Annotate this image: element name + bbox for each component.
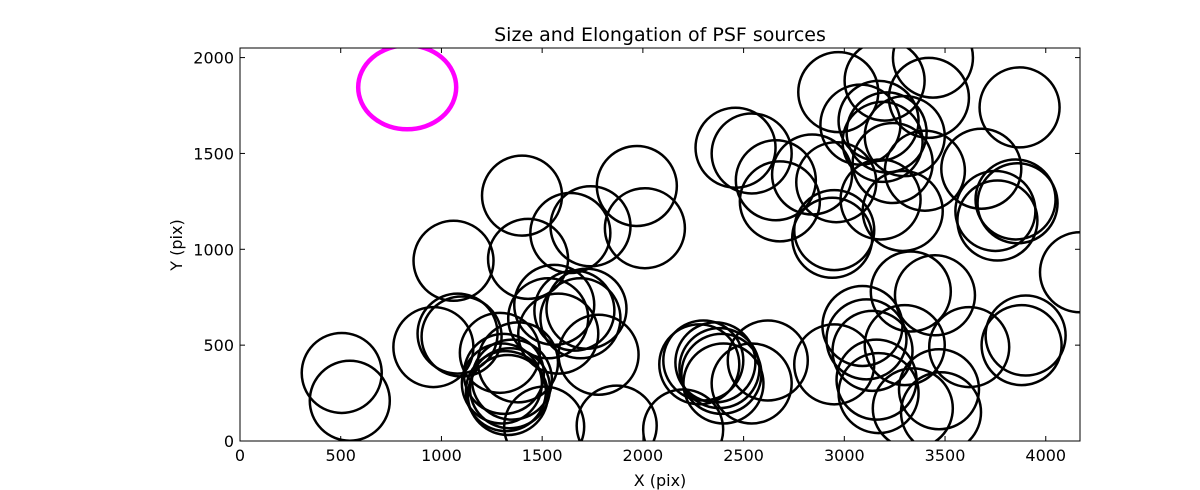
psf-source-ellipse [956, 179, 1039, 262]
y-tick-label: 0 [224, 432, 234, 451]
reference-psf-circle [355, 48, 459, 132]
psf-source-ellipse [887, 56, 971, 140]
psf-source-ellipse [974, 158, 1057, 241]
psf-source-ellipse [976, 162, 1059, 245]
plot-frame [239, 47, 1081, 442]
psf-source-ellipse [658, 323, 741, 406]
psf-source-ellipse [517, 292, 600, 375]
psf-source-ellipse [480, 154, 564, 237]
psf-source-ellipse [851, 121, 934, 205]
psf-source-ellipse [984, 294, 1067, 377]
psf-source-ellipse [863, 303, 946, 387]
psf-source-ellipse [603, 186, 687, 270]
psf-source-ellipse [978, 66, 1061, 149]
psf-source-ellipse [825, 298, 908, 381]
psf-source-ellipse [883, 129, 967, 212]
psf-source-ellipse [893, 254, 977, 337]
psf-source-ellipse [545, 267, 628, 350]
psf-source-ellipse [726, 319, 810, 402]
psf-source-ellipse [831, 309, 914, 393]
x-tick-label: 3000 [824, 446, 865, 465]
psf-source-ellipse [1038, 231, 1080, 314]
psf-source-ellipse [458, 311, 542, 395]
y-tick-label: 500 [203, 336, 234, 355]
x-tick-label: 2500 [723, 446, 764, 465]
y-tick-label: 1500 [193, 144, 234, 163]
x-tick-label: 1500 [522, 446, 563, 465]
psf-source-ellipse [412, 219, 495, 303]
psf-source-ellipse [837, 79, 920, 163]
x-tick-label: 500 [325, 446, 356, 465]
y-tick-label: 1000 [193, 240, 234, 259]
y-axis-label: Y (pix) [167, 219, 186, 271]
x-tick-label: 2000 [623, 446, 664, 465]
x-axis-label: X (pix) [634, 471, 687, 490]
psf-source-ellipse [891, 48, 975, 99]
psf-source-ellipse [682, 342, 765, 425]
psf-source-ellipse [734, 139, 818, 222]
psf-source-ellipse [871, 367, 955, 441]
x-tick-label: 3500 [925, 446, 966, 465]
psf-source-ellipse [710, 112, 793, 195]
x-tick-label: 0 [235, 446, 245, 465]
psf-source-ellipse [502, 385, 586, 441]
psf-source-ellipse [839, 158, 922, 241]
psf-source-ellipse [308, 359, 392, 441]
psf-source-ellipse [843, 48, 926, 122]
psf-source-ellipse [861, 169, 944, 253]
psf-source-ellipse [980, 303, 1063, 387]
psf-source-ellipse [927, 305, 1011, 389]
psf-source-ellipse [595, 144, 679, 228]
psf-source-ellipse [792, 188, 876, 272]
axis-ticks: 0 500 1000 1500 2000 2500 3000 3500 4000 0 500 1000… [193, 48, 1080, 465]
y-tick-label: 2000 [193, 49, 234, 68]
x-tick-label: 1000 [421, 446, 462, 465]
psf-source-ellipse [869, 250, 953, 333]
psf-source-ellipse [300, 331, 383, 415]
psf-source-ellipse [738, 160, 822, 243]
psf-source-ellipse [940, 127, 1023, 211]
chart-title: Size and Elongation of PSF sources [494, 24, 826, 46]
plot-marks [300, 48, 1080, 441]
psf-source-ellipse [462, 332, 546, 416]
x-tick-label: 4000 [1025, 446, 1066, 465]
psf-source-ellipse [837, 351, 920, 435]
psf-source-ellipse [795, 140, 878, 224]
psf-source-ellipse [557, 313, 640, 396]
psf-source-ellipse [506, 277, 590, 360]
psf-source-ellipse [575, 384, 658, 441]
psf-source-ellipse [899, 371, 983, 441]
psf-source-ellipse [470, 338, 554, 421]
psf-source-ellipse [897, 347, 981, 431]
psf-source-ellipse [539, 277, 622, 360]
psf-source-ellipse [710, 342, 793, 425]
